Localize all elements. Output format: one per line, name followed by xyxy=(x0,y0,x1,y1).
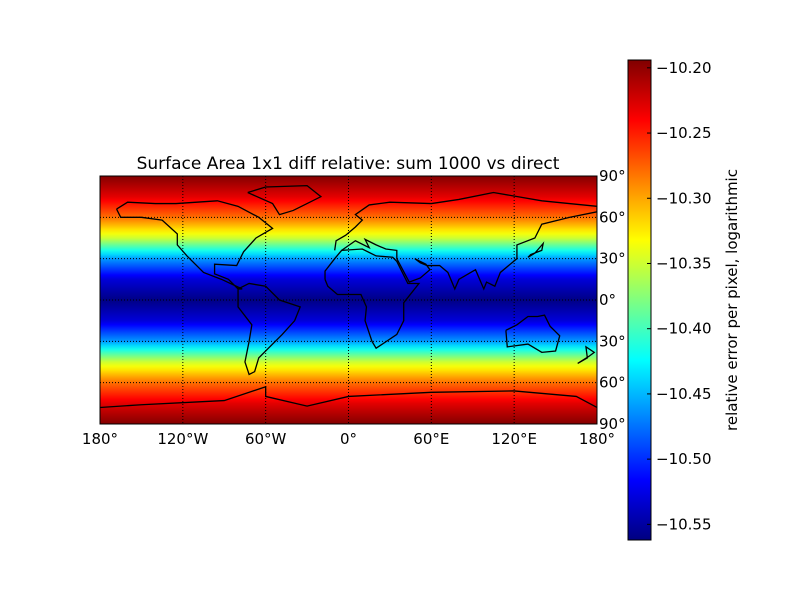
y-tick-label: 30° xyxy=(599,332,626,350)
coastline xyxy=(334,191,597,291)
coastline xyxy=(237,282,302,376)
y-tick-label: 60° xyxy=(599,208,626,226)
colorbar-tick-label: −10.30 xyxy=(656,189,712,207)
colorbar-tick-label: −10.25 xyxy=(656,124,712,142)
y-tick-label: 90° xyxy=(599,415,626,433)
x-tick-label: 120°E xyxy=(491,430,537,448)
x-tick-label: 0° xyxy=(340,430,357,448)
colorbar-tick-label: −10.55 xyxy=(656,515,712,533)
colorbar-tick-label: −10.50 xyxy=(656,450,712,468)
map-frame xyxy=(99,175,598,425)
coastline xyxy=(324,248,421,350)
colorbar-tick-label: −10.20 xyxy=(656,59,712,77)
colorbar-tick-label: −10.40 xyxy=(656,320,712,338)
graticule xyxy=(100,176,597,424)
x-tick-label: 120°W xyxy=(157,430,208,448)
colorbar-label: relative error per pixel, logarithmic xyxy=(723,169,741,431)
coastline xyxy=(115,200,274,290)
coastline xyxy=(577,345,596,364)
x-tick-label: 60°W xyxy=(245,430,287,448)
coastline xyxy=(527,241,545,258)
colorbar xyxy=(627,59,652,541)
y-tick-label: 60° xyxy=(599,374,626,392)
chart-title: Surface Area 1x1 diff relative: sum 1000… xyxy=(137,154,560,174)
coastline xyxy=(247,184,323,216)
coastline xyxy=(505,314,561,354)
coastlines xyxy=(100,184,597,409)
x-tick-label: 180° xyxy=(579,430,615,448)
x-tick-label: 60°E xyxy=(413,430,449,448)
x-tick-label: 180° xyxy=(82,430,118,448)
y-tick-label: 90° xyxy=(599,167,626,185)
colorbar-tick-label: −10.45 xyxy=(656,385,712,403)
y-tick-label: 0° xyxy=(599,291,616,309)
coastline xyxy=(100,385,597,409)
y-tick-label: 30° xyxy=(599,250,626,268)
colorbar-tick-label: −10.35 xyxy=(656,254,712,272)
